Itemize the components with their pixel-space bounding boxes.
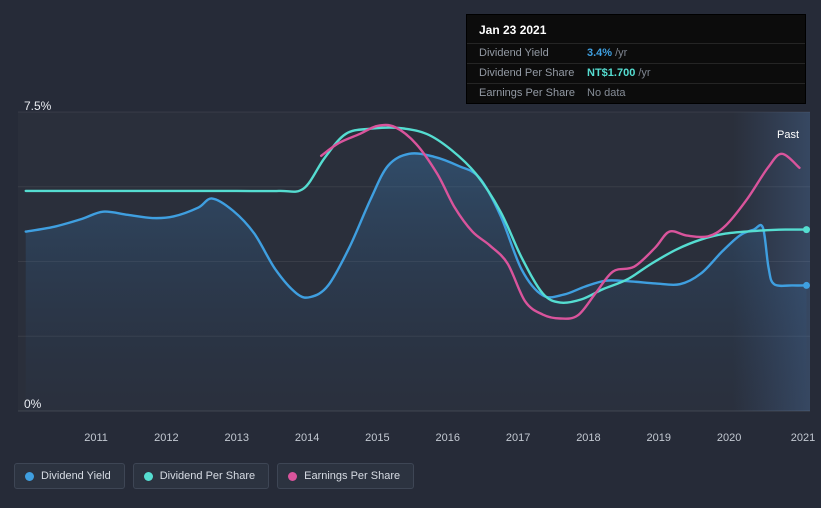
legend-label: Dividend Yield	[41, 470, 111, 482]
x-axis-label: 2018	[576, 432, 600, 444]
series-line-dividend-per-share	[24, 126, 808, 305]
x-axis-label: 2016	[436, 432, 460, 444]
tooltip-row-value: NT$1.700	[587, 67, 636, 79]
x-axis-label: 2013	[225, 432, 249, 444]
y-axis-label-bottom: 0%	[24, 397, 42, 411]
x-axis-label: 2019	[647, 432, 671, 444]
past-label: Past	[776, 129, 799, 141]
legend-item-dividend-yield[interactable]: Dividend Yield	[14, 463, 125, 489]
tooltip-row-label: Dividend Per Share	[479, 67, 575, 79]
legend-dot-dividend-yield	[25, 471, 34, 481]
tooltip-row-value: 3.4%	[587, 47, 613, 59]
tooltip-row-earnings-per-share: Earnings Per Share No data	[467, 83, 805, 103]
legend-label: Dividend Per Share	[159, 470, 256, 482]
tooltip-row-suffix: /yr	[615, 47, 628, 59]
legend-item-earnings-per-share[interactable]: Earnings Per Share	[277, 463, 415, 489]
tooltip-row-dividend-yield: Dividend Yield 3.4%/yr	[467, 43, 805, 63]
legend-item-dividend-per-share[interactable]: Dividend Per Share	[132, 463, 270, 489]
x-axis-label: 2014	[295, 432, 319, 444]
tooltip-row-suffix: /yr	[638, 67, 651, 79]
x-axis-label: 2017	[506, 432, 530, 444]
chart-tooltip: Jan 23 2021 Dividend Yield 3.4%/yr Divid…	[466, 14, 806, 104]
legend: Dividend Yield Dividend Per Share Earnin…	[14, 463, 415, 489]
series-line-dividend-yield	[24, 152, 808, 299]
series-line-earnings-per-share	[319, 123, 801, 320]
series-end-dot-dividend-per-share	[802, 226, 810, 234]
y-axis-label-top: 7.5%	[24, 99, 52, 113]
x-axis-label: 2021	[791, 432, 815, 444]
x-axis-label: 2012	[154, 432, 178, 444]
series-end-dot-dividend-yield	[802, 281, 810, 289]
x-axis-label: 2011	[84, 432, 108, 444]
tooltip-date: Jan 23 2021	[479, 23, 547, 37]
legend-dot-dividend-per-share	[143, 471, 153, 481]
x-axis-label: 2020	[717, 432, 741, 444]
legend-label: Earnings Per Share	[304, 470, 401, 482]
tooltip-row-dividend-per-share: Dividend Per Share NT$1.700/yr	[467, 63, 805, 83]
tooltip-row-value: No data	[587, 87, 626, 99]
tooltip-row-label: Dividend Yield	[479, 47, 549, 59]
tooltip-row-label: Earnings Per Share	[479, 87, 575, 99]
x-axis-label: 2015	[365, 432, 389, 444]
tooltip-row-value-wrap: 3.4%/yr	[587, 47, 627, 59]
tooltip-row-value-wrap: No data	[587, 87, 629, 99]
legend-dot-earnings-per-share	[288, 471, 298, 481]
tooltip-row-value-wrap: NT$1.700/yr	[587, 67, 651, 79]
series-area-dividend-yield	[25, 153, 807, 412]
